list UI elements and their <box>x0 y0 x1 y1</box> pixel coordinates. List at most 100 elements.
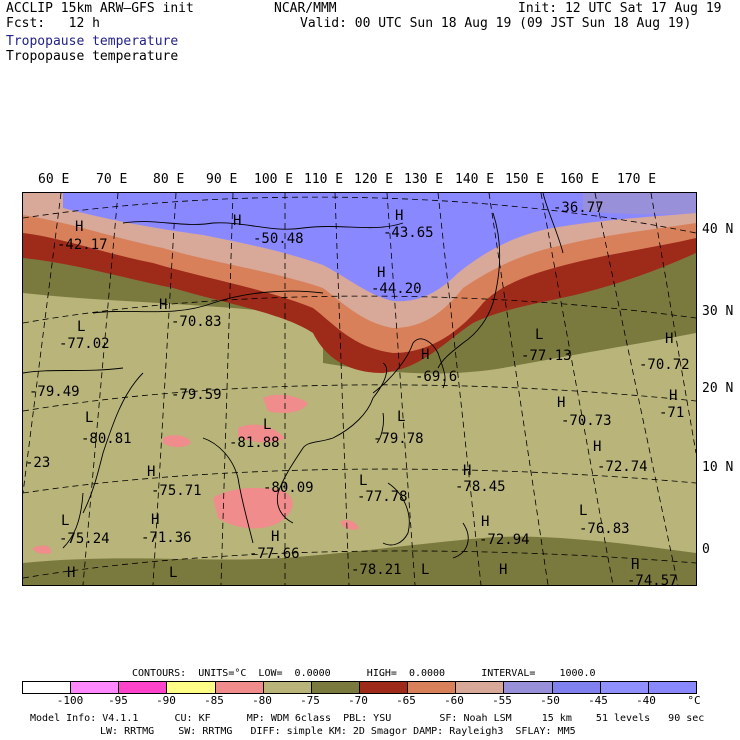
colorbar-tick: -75 <box>300 694 320 707</box>
extremum-value: -71.36 <box>141 530 192 546</box>
init-time: Init: 12 UTC Sat 17 Aug 19 <box>518 1 722 16</box>
coastline <box>276 362 387 524</box>
coastline <box>23 367 124 374</box>
colorbar-tick: -45 <box>588 694 608 707</box>
extremum-mark: L <box>61 513 69 529</box>
colorbar-box <box>600 682 649 693</box>
extremum-mark: H <box>421 347 429 363</box>
lon-label: 80 E <box>153 172 185 187</box>
region-fill <box>23 313 696 563</box>
extremum-mark: H <box>665 331 673 347</box>
extremum-mark: H <box>499 562 507 578</box>
field-title-1: Tropopause temperature <box>6 34 179 49</box>
colorbar-tick: -40 <box>636 694 656 707</box>
lon-label: 170 E <box>617 172 657 187</box>
colorbar-tick: -85 <box>204 694 224 707</box>
extremum-value: -44.20 <box>371 281 422 297</box>
extremum-value: -77.66 <box>249 546 300 562</box>
extremum-value: -71 <box>659 405 684 421</box>
colorbar-tick: -90 <box>156 694 176 707</box>
physics-info: LW: RRTMG SW: RRTMG DIFF: simple KM: 2D … <box>100 726 576 737</box>
lon-label: 150 E <box>505 172 545 187</box>
coastline <box>437 212 501 369</box>
extremum-value: -43.65 <box>383 225 434 241</box>
longitude-line <box>23 193 62 494</box>
colorbar-tick: -65 <box>396 694 416 707</box>
extremum-mark: H <box>159 297 167 313</box>
extremum-mark: H <box>481 514 489 530</box>
colorbar-box <box>408 682 457 693</box>
region-fill <box>213 487 293 529</box>
contours-info: CONTOURS: UNITS=°C LOW= 0.0000 HIGH= 0.0… <box>132 668 596 679</box>
extremum-mark: H <box>271 529 279 545</box>
extremum-mark: H <box>631 557 639 573</box>
extremum-mark: H <box>593 439 601 455</box>
lon-label: 90 E <box>206 172 238 187</box>
extremum-value: -79.49 <box>29 384 80 400</box>
longitude-line <box>334 193 350 585</box>
region-fill <box>63 193 696 302</box>
extremum-mark: H <box>75 219 83 235</box>
coastline <box>376 412 384 444</box>
coastline <box>62 492 84 549</box>
coastline <box>202 437 254 544</box>
longitude-line <box>152 193 177 585</box>
extremum-value: -69.6 <box>415 369 457 385</box>
colorbar-tick: -95 <box>108 694 128 707</box>
colorbar-box <box>552 682 601 693</box>
extremum-value: -81.88 <box>229 435 280 451</box>
extremum-value: -80.81 <box>81 431 132 447</box>
region-fill <box>263 394 308 413</box>
colorbar-box <box>215 682 264 693</box>
lat-label: 10 N <box>702 460 734 475</box>
colorbar-box <box>311 682 360 693</box>
lat-label: 30 N <box>702 304 734 319</box>
extremum-mark: L <box>77 319 85 335</box>
colorbar-box <box>71 682 120 693</box>
longitude-line <box>386 193 416 585</box>
map-panel: H -42.17 H -50.48 H -43.65 H -44.20 -36.… <box>22 192 697 586</box>
lon-label: 100 E <box>254 172 294 187</box>
region-fill <box>341 520 359 530</box>
extremum-value: -70.72 <box>639 357 690 373</box>
extremum-mark: H <box>147 464 155 480</box>
colorbar-box <box>23 682 72 693</box>
longitude-line <box>594 193 679 585</box>
colorbar-box <box>456 682 505 693</box>
colorbar-box <box>119 682 168 693</box>
extremum-value: -72.94 <box>479 532 530 548</box>
extremum-mark: L <box>169 565 177 581</box>
extremum-mark: H <box>151 512 159 528</box>
colorbar-tick: -80 <box>252 694 272 707</box>
extremum-mark: L <box>263 417 271 433</box>
extremum-value: -70.83 <box>171 314 222 330</box>
extremum-mark: H <box>557 395 565 411</box>
extremum-value: -50.48 <box>253 231 304 247</box>
extremum-value: -75.71 <box>151 483 202 499</box>
longitude-line <box>488 193 549 585</box>
lat-label: 0 <box>702 542 710 557</box>
extremum-value: -70.73 <box>561 413 612 429</box>
lat-label: 40 N <box>702 222 734 237</box>
extremum-mark: L <box>535 327 543 343</box>
extremum-mark: L <box>421 562 429 578</box>
coastline <box>382 482 410 546</box>
region-fill <box>238 424 285 443</box>
region-fill <box>33 545 52 554</box>
extremum-value: -23 <box>25 455 50 471</box>
extremum-value: -77.13 <box>521 348 572 364</box>
colorbar <box>22 681 697 694</box>
forecast-hour: Fcst: 12 h <box>6 16 100 31</box>
colorbar-box <box>263 682 312 693</box>
colorbar-tick: -60 <box>444 694 464 707</box>
longitude-line <box>220 193 234 585</box>
colorbar-box <box>648 682 696 693</box>
extremum-mark: H <box>463 463 471 479</box>
valid-time: Valid: 00 UTC Sun 18 Aug 19 (09 JST Sun … <box>300 16 692 31</box>
extremum-value: -77.78 <box>357 489 408 505</box>
tropopause-temperature-map: H -42.17 H -50.48 H -43.65 H -44.20 -36.… <box>23 193 696 585</box>
model-info: Model Info: V4.1.1 CU: KF MP: WDM 6class… <box>30 713 705 724</box>
lon-label: 110 E <box>304 172 344 187</box>
extremum-mark: H <box>233 213 241 229</box>
extremum-value: -78.21 <box>351 562 402 578</box>
